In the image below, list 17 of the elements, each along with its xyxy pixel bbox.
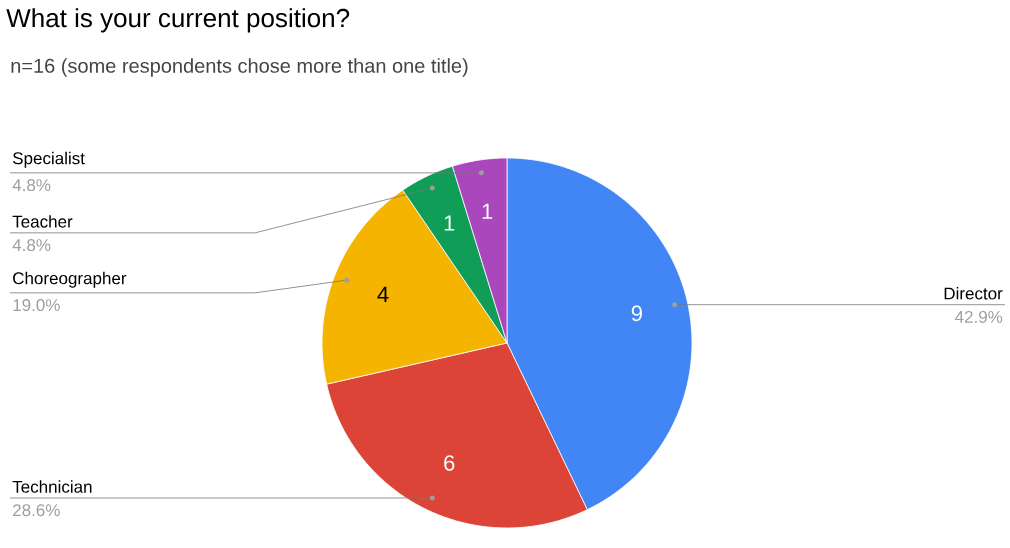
data-label: 1	[482, 203, 493, 219]
text: 19.0%	[13, 299, 60, 312]
text: 42.9%	[954, 310, 1003, 323]
slice-label: Technician	[12, 480, 92, 493]
text: 28.6%	[13, 504, 60, 517]
data-label: 1	[444, 215, 455, 231]
data-label: 4	[377, 286, 389, 302]
chart-title: What is your current position?	[6, 8, 350, 33]
text: 4.8%	[12, 179, 51, 192]
slice-label: Director	[944, 287, 1003, 300]
data-label: 9	[631, 305, 642, 322]
data-label: 6	[444, 455, 455, 471]
chart-subtitle: n=16 (some respondents chose more than one title)	[11, 58, 468, 77]
slice-label: Teacher	[12, 215, 73, 228]
slice-label: Choreographer	[13, 271, 127, 288]
text: 4.8%	[12, 239, 51, 252]
slice-label: Specialist	[12, 151, 85, 168]
